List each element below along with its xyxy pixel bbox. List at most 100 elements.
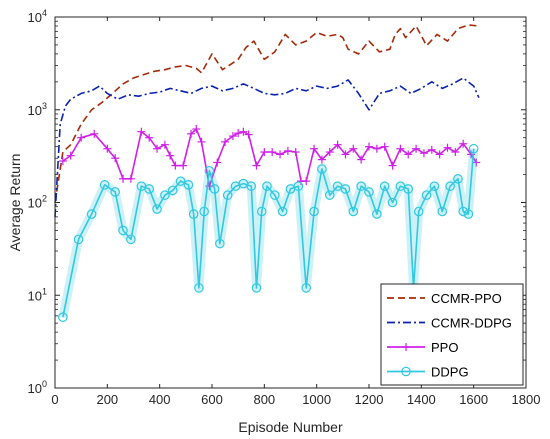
data-point: [310, 144, 319, 153]
data-point: [153, 144, 162, 153]
x-tick-label: 1400: [407, 392, 436, 407]
legend-item: CCMR-PPO: [387, 291, 502, 306]
data-point: [166, 151, 175, 160]
data-point: [175, 176, 186, 186]
data-point: [268, 148, 277, 157]
data-point: [379, 181, 390, 191]
legend-item: DDPG: [387, 365, 469, 380]
data-point: [260, 148, 269, 157]
data-point: [412, 144, 421, 153]
y-tick-base: 10: [28, 10, 42, 25]
data-point: [357, 155, 366, 164]
data-point: [301, 283, 311, 293]
data-point: [209, 184, 220, 194]
series-ppo: [58, 125, 481, 191]
data-point: [90, 129, 99, 138]
y-tick-exponent: 3: [42, 101, 47, 111]
x-tick-label: 400: [149, 392, 171, 407]
data-point: [372, 209, 382, 219]
data-point: [291, 148, 300, 157]
y-tick-base: 10: [28, 288, 42, 303]
legend-item: CCMR-DDPG: [387, 316, 512, 331]
data-point: [317, 155, 326, 164]
data-point: [324, 190, 335, 200]
y-tick-exponent: 0: [42, 379, 47, 389]
data-point: [388, 161, 397, 170]
y-tick-base: 10: [28, 196, 42, 211]
data-point: [183, 180, 194, 190]
series-line: [54, 77, 480, 217]
data-point: [213, 158, 222, 167]
data-point: [215, 238, 225, 249]
y-tick-base: 10: [28, 381, 42, 396]
data-point: [119, 174, 128, 183]
data-point: [221, 137, 230, 146]
data-point: [126, 174, 135, 183]
data-point: [160, 190, 170, 200]
data-point: [387, 197, 398, 208]
data-point: [451, 148, 460, 157]
data-point: [269, 190, 280, 200]
data-point: [126, 234, 136, 245]
data-point: [349, 144, 358, 153]
y-tick-label: 100: [28, 379, 47, 396]
data-point: [199, 206, 209, 217]
data-point: [458, 206, 468, 217]
data-point: [77, 133, 86, 142]
data-point: [144, 184, 154, 194]
data-point: [468, 143, 479, 154]
legend-label: DDPG: [431, 365, 469, 380]
series-ccmr-ppo: [54, 24, 479, 203]
data-point: [472, 158, 481, 167]
data-point: [194, 283, 204, 293]
data-point: [421, 190, 432, 200]
data-point: [110, 187, 120, 197]
data-point: [459, 139, 468, 148]
data-point: [356, 181, 366, 191]
data-point: [256, 206, 267, 217]
data-point: [58, 157, 67, 166]
axes-layer: 0 200 400 600 800 1000 1200 1400 1600 18001001011…: [28, 8, 541, 407]
y-tick-label: 102: [28, 194, 47, 211]
x-tick-label: 0: [51, 392, 58, 407]
x-tick-label: 800: [253, 392, 275, 407]
data-point: [365, 142, 373, 151]
y-tick-label: 101: [28, 286, 47, 303]
x-axis-label: Episode Number: [238, 419, 343, 435]
data-point: [145, 133, 154, 142]
data-point: [246, 181, 257, 191]
data-point: [413, 206, 424, 217]
data-point: [453, 174, 463, 184]
data-point: [86, 209, 97, 219]
data-point: [380, 142, 389, 151]
x-tick-label: 1200: [355, 392, 384, 407]
legend-label: CCMR-PPO: [431, 291, 502, 306]
legend-marker: [402, 343, 410, 351]
data-point: [348, 206, 359, 217]
data-point: [463, 209, 474, 219]
series-ccmr-ddpg: [54, 77, 480, 217]
x-tick-label: 200: [96, 392, 118, 407]
data-point: [188, 209, 199, 219]
x-tick-label: 1000: [302, 392, 331, 407]
y-tick-exponent: 2: [42, 194, 47, 204]
data-point: [73, 234, 84, 245]
data-point: [443, 143, 452, 152]
data-point: [187, 129, 196, 138]
data-point: [445, 181, 455, 191]
legend-box: [380, 283, 524, 386]
y-tick-label: 103: [28, 101, 47, 118]
data-point: [427, 145, 436, 154]
data-point: [302, 177, 311, 186]
data-point: [111, 154, 120, 163]
data-point: [333, 140, 342, 149]
data-point: [364, 187, 374, 197]
data-point: [167, 185, 178, 196]
data-point: [251, 283, 262, 293]
data-point: [252, 161, 261, 170]
data-point: [58, 312, 68, 322]
data-point: [160, 140, 169, 149]
legend-label: PPO: [431, 340, 458, 355]
data-point: [277, 206, 288, 217]
data-point: [103, 144, 112, 153]
